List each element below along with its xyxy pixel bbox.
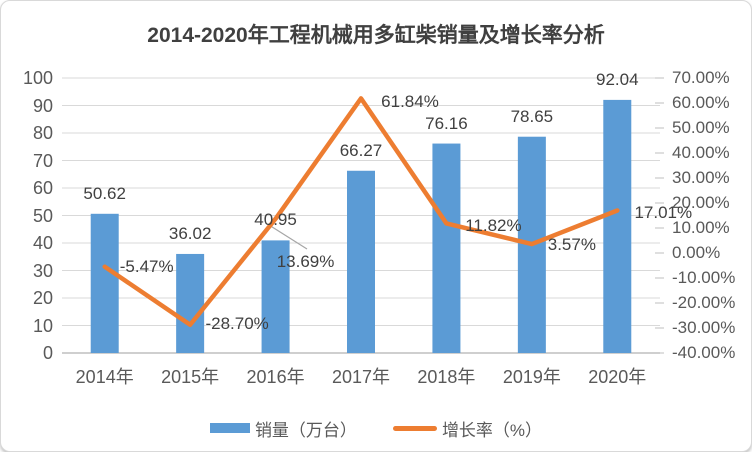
sales-bar [90, 213, 119, 353]
legend-bar-swatch [209, 423, 250, 433]
sales-bar [347, 170, 375, 353]
legend-line-swatch [392, 425, 437, 431]
legend-item-growth: 增长率（%） [392, 416, 543, 441]
chart-title: 2014-2020年工程机械用多缸柴销量及增长率分析 [147, 24, 605, 47]
legend-label-growth: 增长率（%） [441, 420, 543, 440]
legend-item-sales: 销量（万台） [209, 416, 357, 441]
legend: 销量（万台） 增长率（%） [1, 415, 751, 441]
legend-label-sales: 销量（万台） [254, 420, 357, 440]
sales-bar [432, 143, 461, 353]
growth-line [102, 96, 620, 327]
sales-bar [603, 99, 632, 353]
label-leader-line [268, 224, 308, 250]
sales-bar [176, 253, 205, 353]
sales-bar [261, 240, 290, 353]
